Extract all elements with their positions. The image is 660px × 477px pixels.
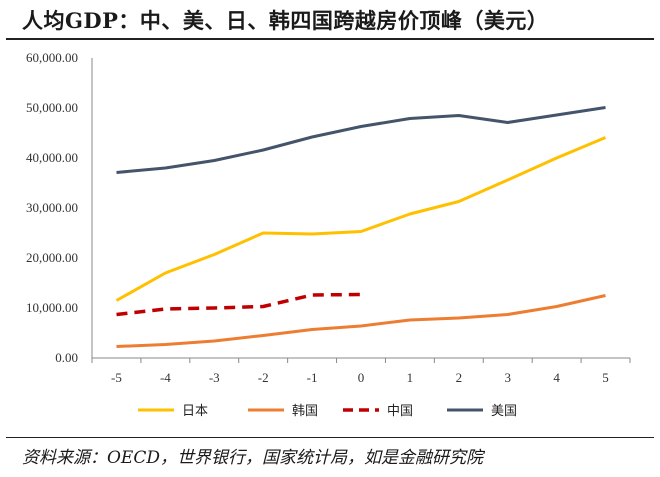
- source-note: 资料来源：OECD，世界银行，国家统计局，如是金融研究院: [22, 448, 483, 468]
- y-tick-label: 20,000.00: [26, 250, 78, 265]
- y-tick-label: 0.00: [55, 350, 78, 365]
- x-tick-label: 1: [407, 370, 414, 385]
- legend-label-usa: 美国: [491, 404, 517, 419]
- x-tick-label: 4: [553, 370, 560, 385]
- legend-label-korea: 韩国: [292, 404, 318, 419]
- legend-label-china: 中国: [387, 404, 413, 419]
- series-line-china: [116, 292, 362, 317]
- x-tick-label: -2: [258, 370, 269, 385]
- series-line-usa: [116, 106, 606, 174]
- y-tick-label: 10,000.00: [26, 300, 78, 315]
- y-tick-label: 50,000.00: [26, 100, 78, 115]
- series-line-japan: [115, 136, 607, 302]
- y-tick-label: 40,000.00: [26, 150, 78, 165]
- x-tick-label: -3: [209, 370, 220, 385]
- chart-series: [115, 106, 607, 348]
- y-tick-label: 60,000.00: [26, 50, 78, 65]
- chart-axes: 0.00 10,000.00 20,000.00 30,000.00 40,000.00…: [26, 50, 631, 385]
- x-tick-label: 0: [358, 370, 365, 385]
- title-rule: [6, 38, 654, 40]
- x-tick-label: -5: [111, 370, 122, 385]
- x-tick-label: 3: [504, 370, 511, 385]
- x-tick-label: -4: [160, 370, 171, 385]
- x-tick-label: 5: [602, 370, 609, 385]
- x-tick-label: -1: [307, 370, 318, 385]
- line-chart: 0.00 10,000.00 20,000.00 30,000.00 40,000.00…: [26, 50, 631, 419]
- chart-title: 人均GDP：中、美、日、韩四国跨越房价顶峰（美元）: [22, 8, 549, 33]
- chart-legend: 日本 韩国 中国 美国: [138, 404, 517, 419]
- legend-label-japan: 日本: [182, 404, 208, 419]
- x-tick-label: 2: [456, 370, 463, 385]
- source-rule: [6, 437, 654, 438]
- series-line-korea: [116, 294, 606, 348]
- y-tick-label: 30,000.00: [26, 200, 78, 215]
